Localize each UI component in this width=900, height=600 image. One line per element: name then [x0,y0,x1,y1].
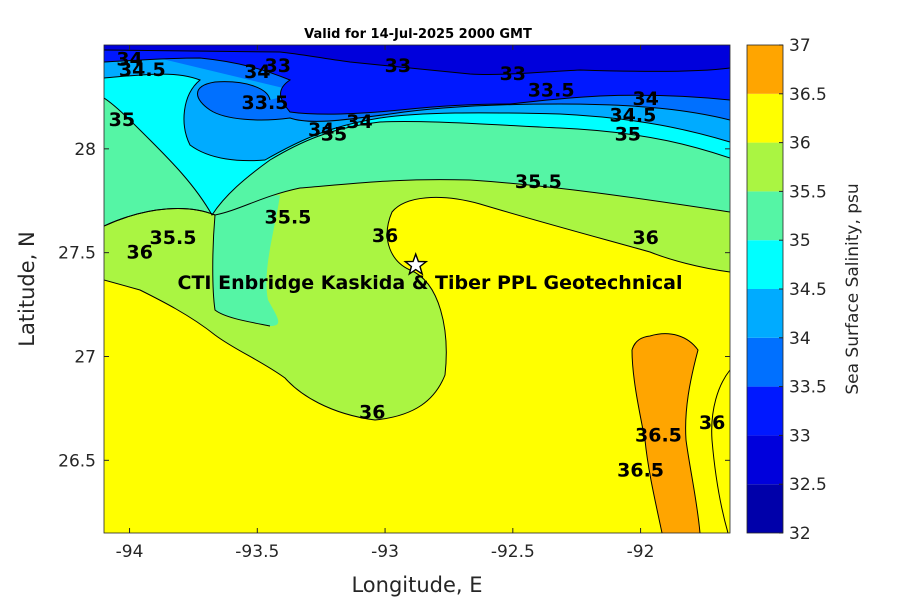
colorbar-tick-label: 33 [789,426,811,446]
salinity-region-32.5-33 [104,45,730,75]
contour-label: 36 [632,227,658,249]
colorbar-tick-label: 34 [789,329,811,349]
contour-label: 33.5 [242,92,289,114]
y-tick-label: 27 [74,347,96,367]
contour-label: 34 [346,111,372,133]
y-axis-label: Latitude, N [15,231,39,347]
contour-label: 36 [699,412,725,434]
contour-label: 33 [385,55,411,77]
colorbar [746,44,784,534]
contour-label: 35.5 [265,206,312,228]
y-tick-label: 26.5 [58,451,96,471]
colorbar-segment [747,435,783,485]
contour-label: 36 [372,225,398,247]
contour-line-33 [104,49,730,76]
salinity-region-35-35.5-tongue [212,195,280,326]
colorbar-tick-label: 36.5 [789,85,827,105]
colorbar-tick-label: 35 [789,231,811,251]
y-tick-label: 28 [74,140,96,160]
colorbar-segment [747,45,783,94]
contour-label: 35 [109,109,135,131]
colorbar-tick-label: 32.5 [789,475,827,495]
contour-line-34 [197,81,730,122]
colorbar-label: Sea Surface Salinity, psu [843,183,863,394]
colorbar-segment [747,142,783,192]
colorbar-tick-label: 35.5 [789,182,827,202]
contour-label: 36 [127,242,153,264]
contour-line-35 [104,97,730,216]
contour-line-36.5 [631,333,701,533]
contour-line-36-loop [104,196,730,421]
x-tick-label: -93.5 [235,542,279,562]
contour-label: 35.5 [150,227,197,249]
x-tick-label: -92.5 [491,542,535,562]
colorbar-tick-label: 33.5 [789,378,827,398]
salinity-region-36-36.5-east [711,370,730,533]
x-tick-label: -92 [627,542,655,562]
contour-label: 35 [615,123,641,145]
colorbar-segment [747,484,783,533]
colorbar-segment [747,386,783,436]
colorbar-tick-label: 32 [789,524,811,544]
contour-label: 33 [265,55,291,77]
contour-label: 34.5 [119,59,166,81]
plot-frame [103,44,731,534]
colorbar-segment [747,93,783,143]
contour-label: 33 [500,63,526,85]
contour-label: 34 [244,61,270,83]
contour-label: 36 [359,402,385,424]
contour-label: 35.5 [515,171,562,193]
contour-label: 34 [308,119,334,141]
x-axis-ticks: -94 -93.5 -93 -92.5 -92 [116,45,655,562]
salinity-region-36.5-37 [632,333,700,533]
contour-label: 33.5 [528,80,575,102]
site-label: CTI Enbridge Kaskida & Tiber PPL Geotech… [178,272,683,294]
contour-label: 34 [116,49,142,71]
contour-label: 34.5 [609,105,656,127]
contour-line-33.5 [104,57,730,115]
colorbar-tick-label: 34.5 [789,280,827,300]
x-axis-label: Longitude, E [351,573,482,597]
x-tick-label: -94 [116,542,144,562]
y-tick-label: 27.5 [58,244,96,264]
colorbar-segment [747,191,783,241]
contour-label: 34 [632,88,658,110]
chart-title: Valid for 14-Jul-2025 2000 GMT [304,27,532,42]
contour-line-34.5 [104,73,730,162]
contour-line-35.5 [104,208,271,327]
site-marker-group: CTI Enbridge Kaskida & Tiber PPL Geotech… [178,252,683,294]
contour-label: 36.5 [635,424,682,446]
contour-line-36-east [711,369,730,533]
colorbar-segment [747,240,783,289]
colorbar-tick-label: 36 [789,134,811,154]
contour-label: 35 [321,123,347,145]
colorbar-segment [747,337,783,387]
colorbar-tick-label: 37 [789,36,811,56]
colorbar-segment [747,289,783,338]
contour-label: 36.5 [617,460,664,482]
y-axis-ticks: 26.5 27 27.5 28 [58,140,730,471]
x-tick-label: -93 [371,542,399,562]
site-star-marker [403,252,429,276]
colorbar-ticks: 32 32.5 33 33.5 34 34.5 35 35.5 36 36.5 37 [779,36,827,544]
